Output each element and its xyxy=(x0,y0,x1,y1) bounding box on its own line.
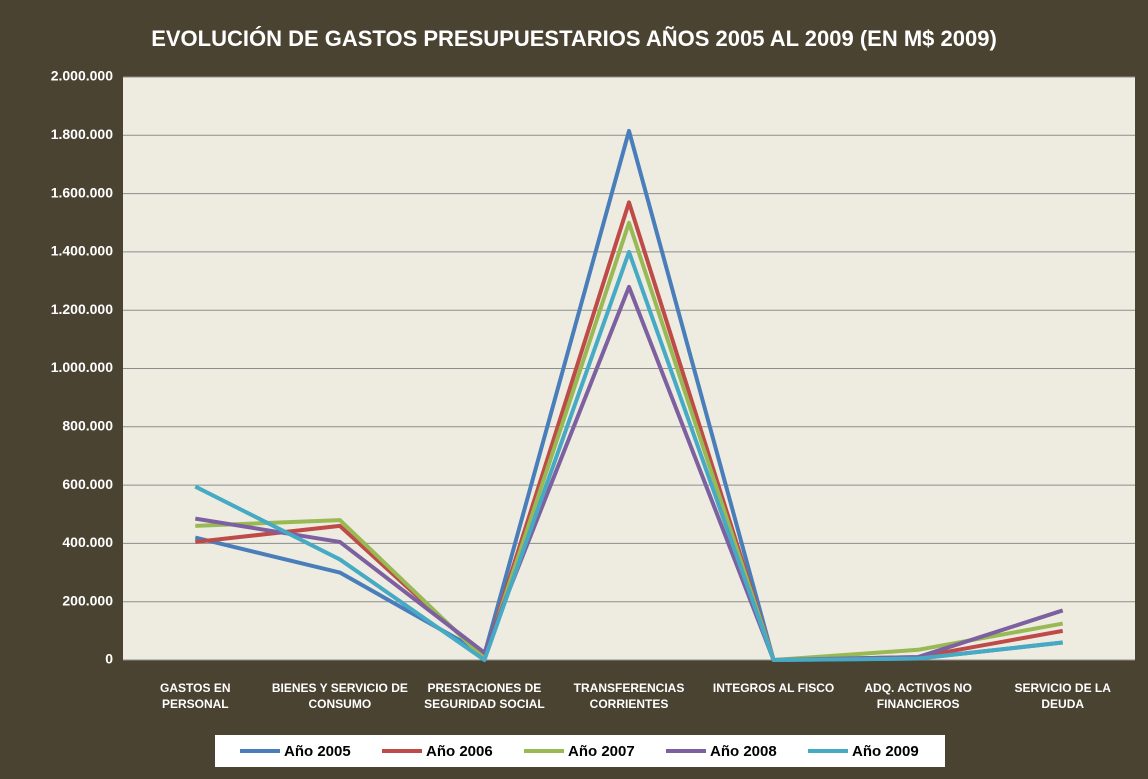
chart-title: EVOLUCIÓN DE GASTOS PRESUPUESTARIOS AÑOS… xyxy=(151,26,997,51)
legend-label: Año 2008 xyxy=(710,743,777,760)
x-tick-label: PRESTACIONES DE SEGURIDAD SOCIAL xyxy=(424,681,545,711)
series-line xyxy=(194,249,1063,662)
y-tick-label: 1.200.000 xyxy=(51,301,113,317)
legend-label: Año 2007 xyxy=(568,743,635,760)
y-tick-label: 1.800.000 xyxy=(51,126,113,142)
y-tick-label: 800.000 xyxy=(62,418,113,434)
x-tick-label: SERVICIO DE LA DEUDA xyxy=(1014,681,1111,711)
y-tick-label: 1.600.000 xyxy=(51,184,113,200)
x-tick-label: BIENES Y SERVICIO DE CONSUMO xyxy=(271,681,408,711)
x-tick-label: TRANSFERENCIAS CORRIENTES xyxy=(573,681,685,711)
x-tick-label: ADQ. ACTIVOS NO FINANCIEROS xyxy=(864,681,972,711)
x-tick-label: INTEGROS AL FISCO xyxy=(712,681,835,695)
y-tick-label: 200.000 xyxy=(62,592,113,608)
y-tick-label: 0 xyxy=(105,651,113,667)
y-tick-label: 2.000.000 xyxy=(51,68,113,84)
legend-label: Año 2006 xyxy=(426,743,493,760)
y-tick-label: 1.000.000 xyxy=(51,359,113,375)
y-tick-label: 400.000 xyxy=(62,534,113,550)
x-tick-label: GASTOS EN PERSONAL xyxy=(160,681,231,711)
y-tick-label: 600.000 xyxy=(62,476,113,492)
legend-label: Año 2005 xyxy=(284,743,351,760)
y-tick-label: 1.400.000 xyxy=(51,243,113,259)
series-line xyxy=(195,220,1064,662)
legend-label: Año 2009 xyxy=(852,743,919,760)
